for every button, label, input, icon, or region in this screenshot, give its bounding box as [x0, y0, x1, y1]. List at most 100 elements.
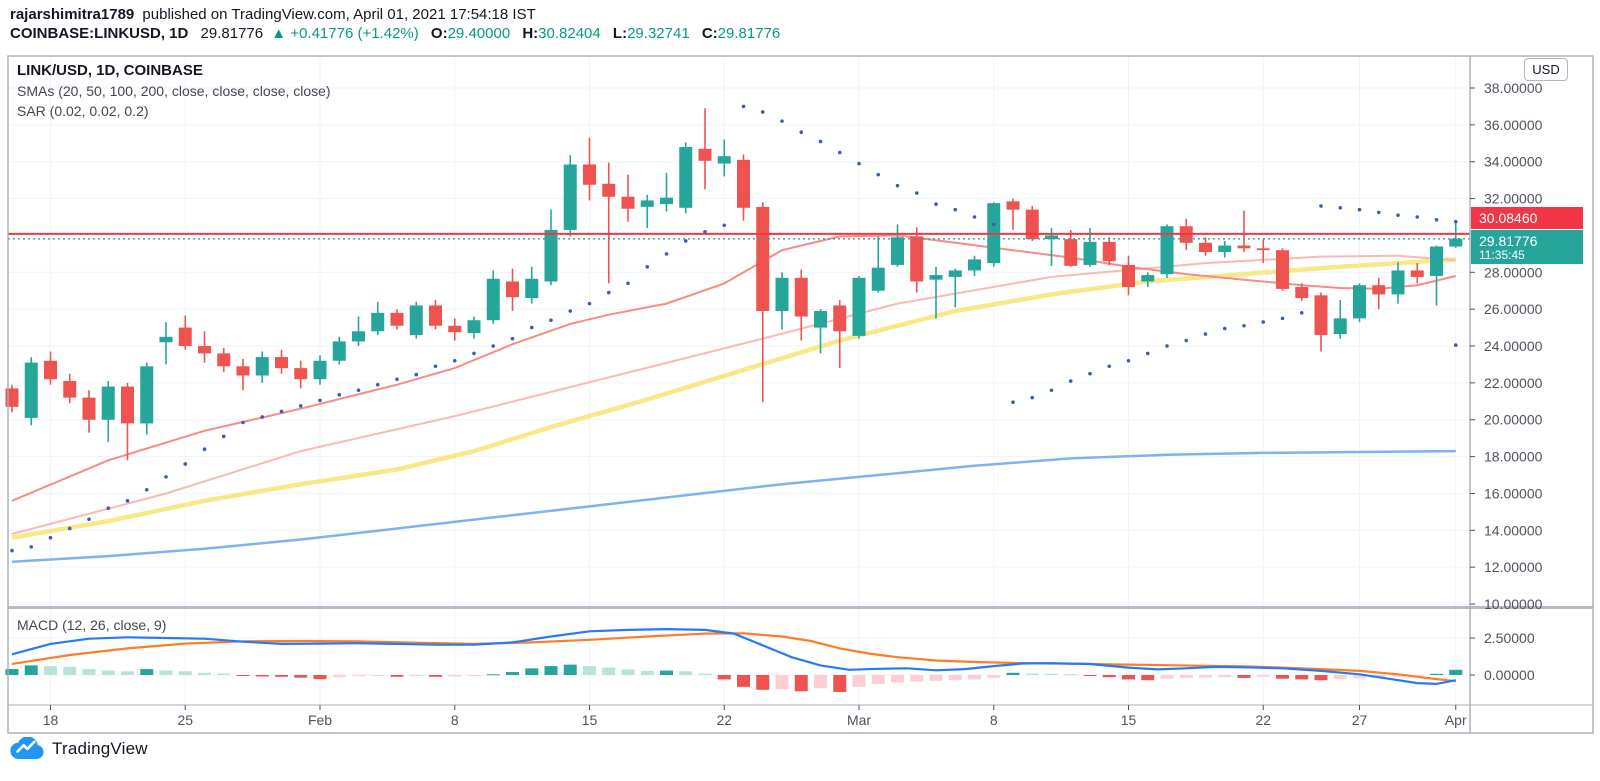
sar-dot: [48, 535, 53, 540]
sar-dot: [125, 499, 130, 503]
macd-histogram-bar: [313, 675, 327, 680]
macd-histogram-bar: [525, 668, 539, 675]
sar-dot: [1357, 207, 1362, 212]
sar-dot: [683, 239, 688, 243]
macd-histogram-bar: [140, 669, 154, 675]
sar-dot: [568, 309, 573, 313]
macd-histogram-bar: [756, 675, 770, 690]
candle-body: [794, 277, 808, 317]
symbol-name: COINBASE:LINKUSD, 1D: [10, 25, 189, 42]
symbol-line: COINBASE:LINKUSD, 1D 29.81776 ▲ +0.41776…: [10, 24, 780, 43]
candle-body: [1064, 239, 1078, 266]
sar-dot: [1453, 343, 1458, 347]
macd-histogram-bar: [583, 666, 596, 675]
low-value: 29.32741: [627, 25, 690, 42]
candle-body: [1430, 246, 1443, 276]
sar-dot: [1107, 364, 1112, 369]
candle-body: [1353, 285, 1366, 319]
sar-dot: [741, 104, 746, 109]
macd-histogram-bar: [1179, 675, 1193, 678]
close-key: C:: [701, 25, 718, 42]
candle-body: [544, 229, 558, 282]
candle-body: [1025, 209, 1039, 240]
legend-smas[interactable]: SMAs (20, 50, 100, 200, close, close, cl…: [17, 83, 331, 99]
candle-body: [63, 381, 77, 398]
macd-histogram-bar: [775, 675, 789, 690]
sar-dot: [972, 215, 977, 219]
candle-body: [775, 277, 789, 312]
time-tick-label: Apr: [1445, 712, 1467, 728]
main-pane-legend: LINK/USD, 1D, COINBASE SMAs (20, 50, 100…: [17, 62, 331, 123]
open-key: O:: [430, 25, 448, 42]
price-change: +0.41776 (+1.42%): [290, 25, 419, 42]
sar-dot: [818, 139, 823, 144]
macd-histogram-bar: [82, 669, 96, 675]
macd-histogram-bar: [910, 675, 924, 682]
macd-histogram-bar: [198, 672, 211, 675]
sar-dot: [10, 548, 14, 553]
currency-button[interactable]: USD: [1524, 58, 1568, 81]
candle-body: [44, 360, 57, 380]
candle-body: [1083, 241, 1097, 265]
sar-dot: [318, 398, 322, 403]
macd-histogram-bar: [44, 666, 57, 675]
macd-histogram-bar: [1160, 675, 1174, 679]
candle-body: [679, 146, 693, 208]
widget-border: [7, 55, 1594, 734]
sar-dot: [279, 409, 284, 414]
macd-histogram-bar: [448, 675, 462, 677]
macd-histogram-bar: [1295, 675, 1309, 680]
tradingview-wordmark: TradingView: [52, 738, 148, 758]
sar-dot: [837, 150, 842, 155]
time-tick-label: 25: [177, 712, 193, 728]
sar-dot: [452, 358, 457, 363]
macd-histogram-bar: [1276, 675, 1289, 679]
sar-dot: [760, 110, 765, 114]
candle-body: [255, 357, 269, 376]
sar-dot: [1165, 344, 1169, 348]
snapshot-header: rajarshimitra1789 published on TradingVi…: [10, 5, 780, 43]
legend-symbol[interactable]: LINK/USD, 1D, COINBASE: [17, 62, 203, 79]
candle-body: [1199, 242, 1212, 253]
last-price-badge-value: 29.81776: [1479, 232, 1538, 249]
candle-body: [486, 278, 500, 321]
legend-sar[interactable]: SAR (0.02, 0.02, 0.2): [17, 103, 149, 119]
macd-histogram-bar: [968, 675, 981, 680]
sar-dot: [1338, 205, 1343, 210]
price-tick-label: 38.00000: [1484, 80, 1543, 96]
macd-histogram-bar: [63, 666, 77, 675]
macd-histogram-bar: [814, 675, 827, 689]
sar-dot: [549, 318, 553, 323]
candle-body: [910, 236, 924, 282]
candle-body: [159, 336, 173, 343]
candle-body: [236, 366, 250, 376]
macd-histogram-bar: [275, 675, 288, 677]
macd-histogram-bar: [1256, 675, 1270, 677]
tradingview-logo[interactable]: TradingView: [10, 737, 148, 760]
macd-histogram-bar: [1410, 675, 1424, 677]
price-line-badge: 30.08460: [1471, 206, 1583, 229]
open-value: 29.40000: [447, 25, 511, 42]
macd-histogram-bar: [236, 675, 250, 676]
sar-dot: [1011, 400, 1015, 405]
macd-histogram-bar: [371, 675, 385, 676]
candle-body: [660, 197, 673, 205]
legend-macd[interactable]: MACD (12, 26, close, 9): [17, 617, 167, 633]
sar-dot: [164, 475, 168, 479]
sar-dot: [1222, 326, 1227, 331]
time-tick-label: Feb: [308, 712, 332, 728]
sar-dot: [29, 545, 34, 549]
macd-histogram-bar: [1064, 674, 1078, 676]
username: rajarshimitra1789: [10, 6, 135, 23]
sar-dot: [1261, 320, 1266, 324]
price-tick-label: 26.00000: [1484, 301, 1543, 317]
macd-histogram-bar: [698, 673, 712, 675]
macd-histogram-bar: [621, 669, 635, 675]
candle-body: [332, 341, 346, 361]
macd-histogram-bar: [1045, 673, 1058, 675]
price-tick-label: 14.00000: [1484, 522, 1543, 538]
sar-dot: [1184, 338, 1189, 343]
sar-dot: [626, 281, 630, 286]
